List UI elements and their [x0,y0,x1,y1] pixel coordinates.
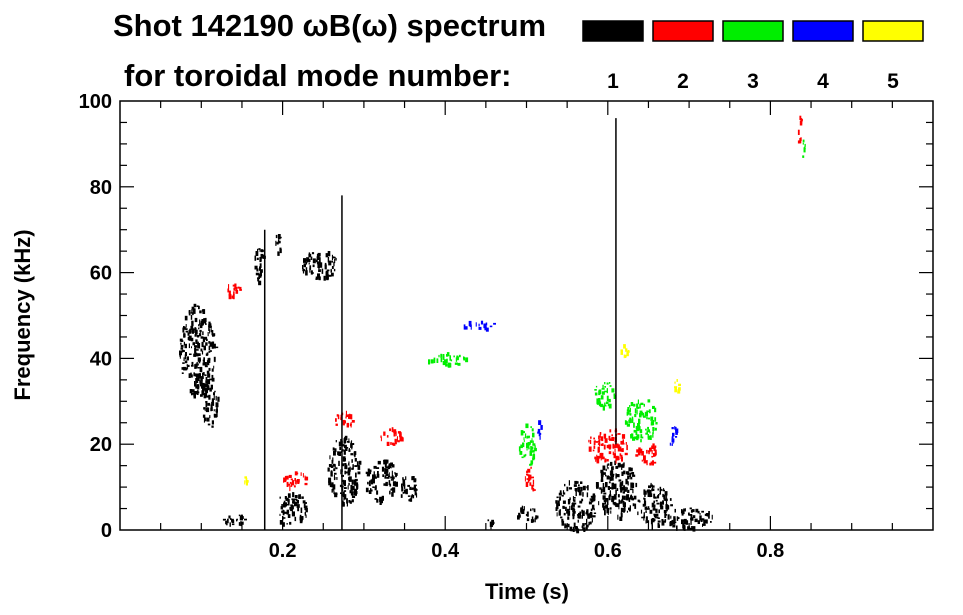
spectral-patch-mode-1 [517,505,539,523]
legend-label-mode-1: 1 [607,70,619,93]
spectral-patch-mode-4 [463,320,496,332]
legend-swatch-mode-4 [792,20,854,42]
spectral-patch-mode-1 [667,507,713,532]
spectral-patch-mode-3 [594,382,617,411]
y-tick-label: 80 [90,177,112,199]
spectral-patch-mode-1 [634,482,673,530]
spectral-patch-mode-5 [620,344,630,359]
y-tick-label: 100 [79,91,112,113]
spectral-patch-mode-4 [537,420,543,440]
x-tick-label: 0.6 [594,540,622,562]
y-tick-label: 0 [101,520,112,542]
legend-swatch-mode-2 [652,20,714,42]
legend: 1 2 3 4 5 [582,20,924,93]
legend-label-mode-3: 3 [747,70,759,93]
legend-label-mode-4: 4 [817,70,829,93]
spectral-patch-mode-1 [487,519,495,530]
spectral-patch-mode-2 [227,283,242,300]
legend-swatch-mode-3 [722,20,784,42]
legend-swatch-mode-1 [582,20,644,42]
spectral-patch-mode-1 [302,251,337,281]
spectral-patch-mode-5 [674,379,681,394]
x-tick-label: 0.4 [431,540,460,562]
spectral-patch-mode-1 [222,514,247,527]
x-tick-label: 0.2 [269,540,297,562]
legend-label-mode-2: 2 [677,70,689,93]
spectral-patch-mode-2 [524,466,536,492]
spectral-patch-mode-1 [595,460,638,521]
plot-frame [119,100,934,531]
y-tick-label: 60 [90,263,112,285]
spectral-patch-mode-2 [283,471,309,492]
y-axis-label: Frequency (kHz) [10,229,35,400]
spectral-patch-mode-1 [365,459,398,505]
spectral-patch-mode-3 [802,139,806,158]
legend-label-mode-5: 5 [887,70,899,93]
spectral-patch-mode-2 [335,410,355,428]
y-tick-label: 40 [90,348,112,370]
spectral-patch-mode-1 [279,492,308,527]
legend-swatch-mode-5 [862,20,924,42]
spectral-patch-mode-1 [202,378,220,428]
spectral-patch-mode-1 [275,234,282,256]
x-tick-label: 0.8 [756,540,784,562]
spectral-patch-mode-2 [588,428,628,464]
spectral-patch-mode-3 [518,423,537,466]
spectral-patch-mode-1 [179,303,219,399]
plot-area [179,115,806,534]
spectral-patch-mode-5 [244,476,249,486]
axes: 0.2 0.4 0.6 0.8 0 20 40 60 80 100 [79,91,933,562]
spectral-patch-mode-4 [669,426,679,446]
spectral-patch-mode-2 [380,427,404,446]
spectral-patch-mode-3 [624,399,658,443]
spectral-patch-mode-2 [797,115,803,144]
chart-title-line2: for toroidal mode number: [124,58,512,93]
spectral-patch-mode-2 [635,443,657,466]
spectral-patch-mode-1 [555,480,597,534]
spectral-patch-mode-1 [400,476,418,502]
chart-title-line1: Shot 142190 ωB(ω) spectrum [113,8,546,43]
y-tick-label: 20 [90,434,112,456]
x-axis-label: Time (s) [485,579,569,604]
spectral-patch-mode-1 [327,435,362,507]
spectral-patch-mode-3 [428,352,469,368]
